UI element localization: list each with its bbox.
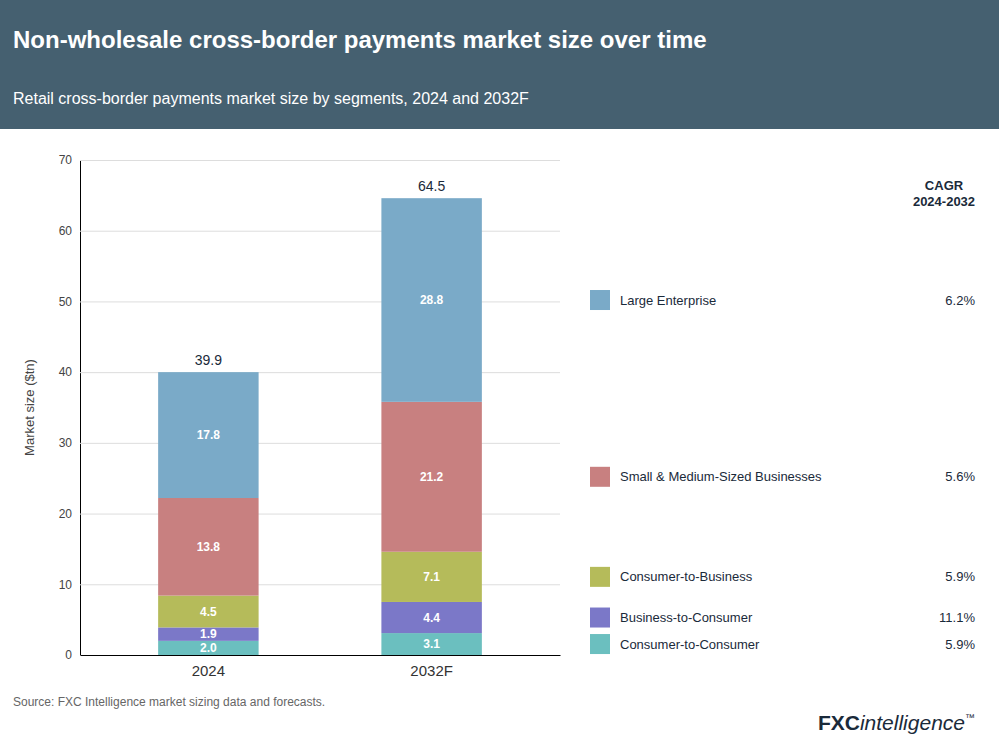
- bar: [381, 402, 481, 552]
- legend-swatch: [590, 467, 610, 487]
- grid-line: [80, 584, 560, 585]
- cagr-value: 5.9%: [945, 569, 975, 584]
- legend-item: Consumer-to-Business 5.9%: [590, 567, 975, 587]
- y-tick: 50: [59, 295, 560, 309]
- x-axis-line: [81, 655, 561, 656]
- bar: [158, 372, 258, 498]
- y-tick: 10: [59, 578, 560, 592]
- total-label: 64.5: [418, 178, 445, 194]
- data-label: 17.8: [197, 428, 221, 442]
- cagr-value: 5.6%: [945, 469, 975, 484]
- y-axis-line: [80, 161, 81, 656]
- legend-swatch: [590, 290, 610, 310]
- y-tick: 30: [59, 436, 560, 450]
- grid-line: [80, 231, 560, 232]
- legend-item: Business-to-Consumer 11.1%: [590, 608, 975, 628]
- y-axis: 0 10 20 30 40 50 60 70: [59, 153, 560, 662]
- chart-svg: Non-wholesale cross-border payments mark…: [0, 0, 999, 749]
- grid-line: [80, 372, 560, 373]
- y-tick: 40: [59, 365, 560, 379]
- data-labels: 2.0 3.1 1.9 4.4 4.5 7.1 13.8 21.2 17.8 28.8 39.9 64…: [195, 178, 446, 655]
- bar-series: [158, 198, 482, 498]
- bars: [158, 198, 482, 655]
- bar-series: [158, 402, 482, 596]
- data-label: 4.4: [423, 611, 440, 625]
- x-axis: 2024 2032F: [81, 655, 561, 679]
- y-tick-label: 20: [59, 507, 73, 521]
- y-axis-title: Market size ($tn): [22, 359, 37, 456]
- legend-label: Consumer-to-Consumer: [620, 637, 760, 652]
- x-tick-label: 2024: [192, 662, 225, 679]
- data-label: 4.5: [200, 605, 217, 619]
- y-tick-label: 70: [59, 153, 73, 167]
- data-label: 28.8: [420, 293, 444, 307]
- data-label: 1.9: [200, 627, 217, 641]
- legend-swatch: [590, 634, 610, 654]
- bar: [381, 602, 481, 633]
- bar: [158, 627, 258, 640]
- grid-line: [80, 655, 560, 656]
- y-tick-label: 0: [65, 648, 72, 662]
- source-note: Source: FXC Intelligence market sizing d…: [13, 695, 325, 709]
- cagr-value: 11.1%: [939, 610, 975, 625]
- y-tick-label: 30: [59, 436, 73, 450]
- header-band: [0, 0, 999, 129]
- legend-label: Business-to-Consumer: [620, 610, 753, 625]
- y-tick: 60: [59, 224, 560, 238]
- background: [0, 0, 999, 749]
- legend-swatch: [590, 608, 610, 628]
- data-label: 3.1: [423, 637, 440, 651]
- cagr-header-line: 2024-2032: [913, 194, 975, 209]
- grid-line: [80, 160, 560, 161]
- legend: CAGR2024-2032 Large Enterprise 6.2% Small &…: [590, 178, 975, 654]
- data-label: 2.0: [200, 641, 217, 655]
- cagr-value: 6.2%: [945, 293, 975, 308]
- chart-root: Non-wholesale cross-border payments mark…: [0, 0, 999, 749]
- grid-line: [80, 514, 560, 515]
- y-tick-label: 60: [59, 224, 73, 238]
- y-tick: 20: [59, 507, 560, 521]
- y-tick: 0: [65, 648, 560, 662]
- logo-part: ™: [965, 712, 975, 723]
- grid-line: [80, 301, 560, 302]
- legend-label: Small & Medium-Sized Businesses: [620, 469, 822, 484]
- logo: FXCintelligence™: [818, 711, 975, 734]
- data-label: 13.8: [197, 540, 221, 554]
- subtitle: Retail cross-border payments market size…: [13, 90, 529, 107]
- y-tick-label: 50: [59, 295, 73, 309]
- data-label: 7.1: [423, 570, 440, 584]
- legend-item: Large Enterprise 6.2%: [590, 290, 975, 310]
- y-tick-label: 10: [59, 578, 73, 592]
- legend-item: Small & Medium-Sized Businesses 5.6%: [590, 467, 975, 487]
- cagr-value: 5.9%: [945, 637, 975, 652]
- data-label: 21.2: [420, 470, 444, 484]
- legend-item: Consumer-to-Consumer 5.9%: [590, 634, 975, 654]
- bar: [381, 552, 481, 602]
- title: Non-wholesale cross-border payments mark…: [13, 26, 707, 53]
- logo-part: FXC: [818, 711, 860, 734]
- bar: [381, 633, 481, 655]
- y-tick: 70: [59, 153, 560, 167]
- x-tick: 2024: [192, 655, 225, 679]
- bar: [381, 198, 481, 402]
- total-label: 39.9: [195, 352, 222, 368]
- logo-part: intelligence: [860, 711, 965, 734]
- bar: [158, 641, 258, 655]
- legend-label: Consumer-to-Business: [620, 569, 753, 584]
- legend-swatch: [590, 567, 610, 587]
- bar: [158, 596, 258, 628]
- cagr-header-line: CAGR: [925, 178, 964, 193]
- bar: [158, 498, 258, 596]
- y-tick-label: 40: [59, 365, 73, 379]
- x-tick: 2032F: [410, 655, 453, 679]
- legend-label: Large Enterprise: [620, 293, 716, 308]
- x-tick-label: 2032F: [410, 662, 453, 679]
- cagr-header: CAGR2024-2032: [913, 178, 975, 209]
- grid-line: [80, 443, 560, 444]
